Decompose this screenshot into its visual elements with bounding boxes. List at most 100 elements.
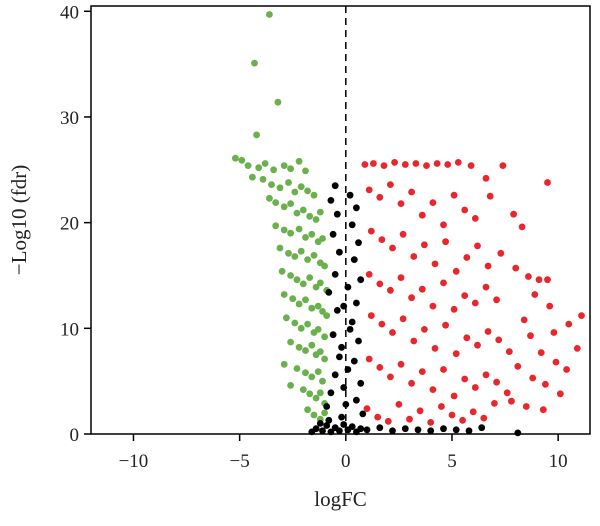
data-point [287, 382, 294, 389]
data-point [333, 210, 341, 218]
data-point [310, 252, 318, 259]
data-point [395, 401, 403, 408]
data-point [514, 363, 522, 370]
data-point [389, 427, 396, 435]
data-point [427, 427, 435, 435]
data-point [261, 160, 269, 167]
data-point [412, 160, 420, 167]
data-point [537, 349, 545, 356]
data-point [452, 267, 460, 275]
data-point [474, 242, 481, 250]
data-point [353, 396, 360, 404]
x-tick-label: 10 [549, 451, 568, 472]
data-point [321, 262, 328, 270]
data-point [293, 276, 301, 284]
data-point [299, 386, 307, 393]
data-point [306, 274, 314, 281]
data-point [546, 302, 554, 310]
data-point [302, 347, 309, 354]
data-point [304, 256, 311, 263]
data-point [397, 200, 405, 208]
data-point [505, 348, 513, 355]
data-point [244, 162, 252, 170]
data-point [408, 294, 415, 302]
data-point [578, 312, 585, 319]
data-point [291, 319, 299, 327]
data-point [232, 154, 239, 162]
data-point [542, 380, 549, 388]
data-point [374, 413, 382, 421]
data-point [480, 414, 488, 422]
data-point [365, 355, 373, 363]
data-point [314, 326, 322, 333]
data-point [471, 384, 479, 391]
data-point [440, 279, 447, 287]
data-point [350, 256, 358, 263]
data-point [285, 179, 292, 186]
data-point [249, 173, 256, 181]
data-point [287, 229, 294, 237]
data-point [293, 209, 301, 217]
data-point [535, 276, 543, 284]
data-point [552, 358, 560, 366]
data-point [467, 162, 475, 170]
data-point [450, 191, 458, 199]
data-point [312, 216, 320, 223]
data-point [520, 316, 528, 324]
y-tick-label: 30 [60, 108, 79, 129]
data-point [431, 260, 439, 268]
data-point [442, 238, 449, 246]
y-axis-title: −Log10 (fdr) [7, 165, 31, 275]
data-point [346, 191, 354, 199]
data-point [463, 334, 471, 342]
data-point [355, 239, 362, 247]
data-point [287, 272, 294, 279]
data-point [297, 324, 305, 332]
data-point [308, 341, 316, 349]
data-point [287, 200, 294, 208]
data-point [283, 314, 290, 322]
data-point [421, 326, 428, 333]
data-point [493, 378, 500, 386]
data-point [440, 366, 447, 373]
data-point [408, 379, 415, 387]
data-point [421, 241, 428, 249]
data-point [280, 203, 288, 211]
data-point [346, 326, 354, 333]
data-point [525, 273, 532, 280]
data-point [376, 424, 384, 432]
data-point [423, 162, 430, 170]
data-point [299, 206, 307, 214]
data-point [448, 411, 456, 419]
data-point [531, 291, 539, 298]
x-tick-label: 5 [447, 451, 457, 472]
data-point [314, 302, 322, 310]
data-point [550, 329, 558, 336]
data-point [336, 248, 343, 256]
data-point [367, 227, 375, 235]
data-point [363, 405, 371, 412]
data-point [474, 341, 481, 349]
data-point [238, 156, 246, 164]
data-point [387, 373, 394, 381]
data-point [333, 307, 341, 314]
data-point [573, 345, 581, 352]
data-point [287, 338, 294, 346]
data-point [399, 315, 407, 323]
data-point [306, 390, 314, 398]
data-point [329, 331, 337, 339]
data-point [276, 184, 284, 192]
data-point [325, 416, 333, 424]
data-point [302, 234, 309, 241]
data-point [331, 371, 339, 379]
data-point [463, 254, 471, 261]
data-point [527, 332, 534, 340]
data-point [251, 59, 258, 67]
data-point [355, 337, 362, 345]
data-point [280, 291, 288, 298]
data-point [297, 183, 305, 191]
data-point [380, 162, 388, 170]
data-point [397, 360, 405, 368]
data-point [376, 280, 384, 288]
